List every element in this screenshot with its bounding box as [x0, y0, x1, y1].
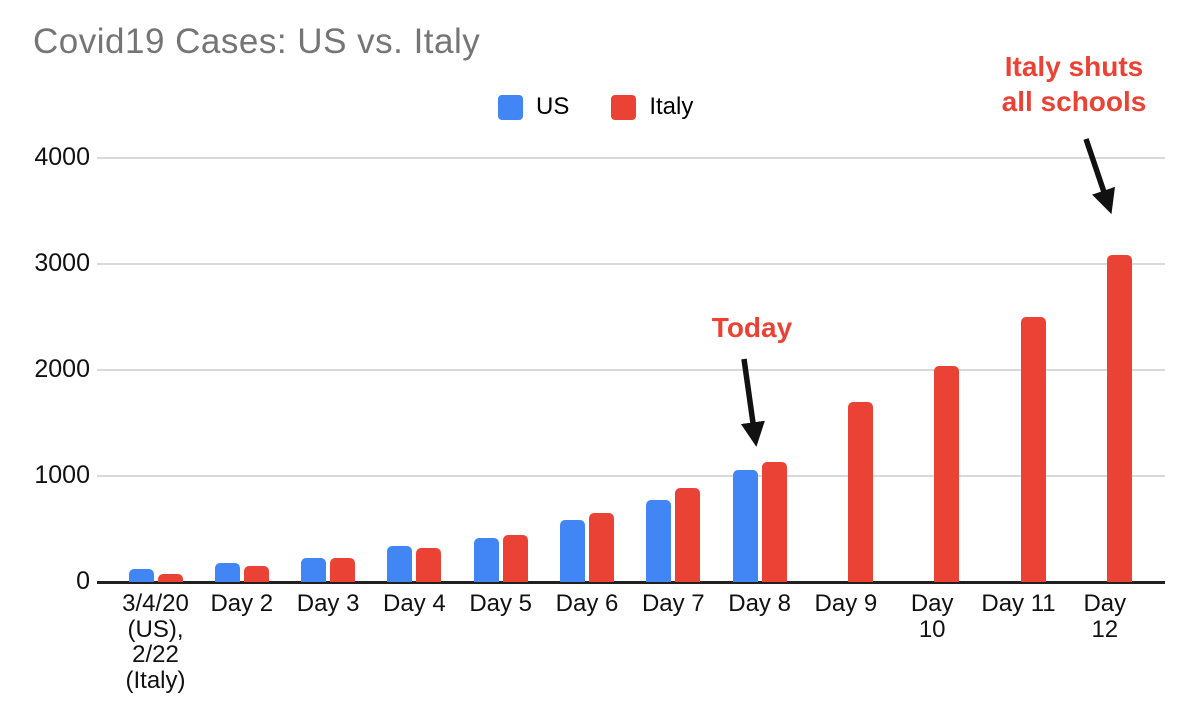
- bar-us-5: [473, 537, 499, 582]
- italy-legend-label: Italy: [649, 93, 694, 120]
- x-tick-label-12: Day 12: [1083, 590, 1127, 643]
- bar-italy-3: [330, 557, 356, 582]
- x-tick-label-8: Day 8: [728, 590, 791, 617]
- bar-us-1: [128, 569, 154, 582]
- italy-series-swatch-icon: [611, 94, 637, 120]
- x-tick-label-5: Day 5: [469, 590, 533, 617]
- x-tick-label-9: Day 9: [814, 590, 878, 617]
- us-series-swatch-icon: [498, 94, 523, 120]
- gridline-3000: [97, 263, 1165, 265]
- bar-italy-4: [416, 547, 442, 582]
- bar-italy-1: [157, 573, 183, 582]
- gridline-1000: [97, 475, 1165, 477]
- bar-italy-2: [243, 565, 269, 582]
- annotation-italy-schools: Italy shuts all schools: [1002, 49, 1147, 119]
- y-tick-label-3000: 3000: [34, 249, 90, 277]
- bar-italy-12: [1106, 254, 1132, 582]
- bar-italy-8: [761, 462, 787, 582]
- x-tick-label-3: Day 3: [296, 590, 360, 617]
- gridline-4000: [97, 157, 1165, 159]
- bar-us-6: [560, 520, 585, 582]
- bar-italy-10: [934, 366, 960, 582]
- x-axis-baseline: [97, 581, 1165, 584]
- x-tick-label-1: 3/4/20 (US), 2/22 (Italy): [122, 590, 189, 694]
- x-tick-label-6: Day 6: [555, 590, 619, 617]
- y-tick-label-0: 0: [76, 567, 90, 595]
- gridline-2000: [97, 369, 1165, 371]
- chart-title: Covid19 Cases: US vs. Italy: [33, 22, 481, 61]
- annotation-italy-schools-line2: all schools: [1001, 86, 1147, 117]
- bar-us-7: [646, 499, 672, 582]
- legend-item-us: US: [498, 93, 569, 121]
- y-tick-label-2000: 2000: [34, 355, 90, 383]
- x-tick-label-4: Day 4: [383, 590, 446, 617]
- legend: US Italy: [498, 93, 693, 121]
- bar-us-8: [732, 470, 758, 582]
- y-tick-label-1000: 1000: [34, 461, 90, 489]
- x-tick-label-10: Day 10: [910, 590, 954, 643]
- bar-italy-5: [502, 534, 528, 582]
- bar-us-2: [214, 563, 240, 582]
- x-tick-label-11: Day 11: [981, 590, 1056, 617]
- bar-italy-9: [847, 402, 873, 582]
- annotation-italy-schools-line1: Italy shuts: [1004, 51, 1144, 82]
- x-tick-label-7: Day 7: [641, 590, 705, 617]
- annotation-today: Today: [711, 312, 793, 343]
- x-tick-label-2: Day 2: [210, 590, 274, 617]
- y-tick-label-4000: 4000: [34, 143, 90, 171]
- bar-italy-7: [675, 487, 701, 582]
- bar-us-3: [301, 558, 327, 582]
- legend-item-italy: Italy: [611, 93, 693, 121]
- us-legend-label: US: [536, 93, 570, 120]
- bar-italy-6: [589, 513, 614, 582]
- bar-us-4: [387, 545, 413, 582]
- bar-italy-11: [1020, 316, 1046, 582]
